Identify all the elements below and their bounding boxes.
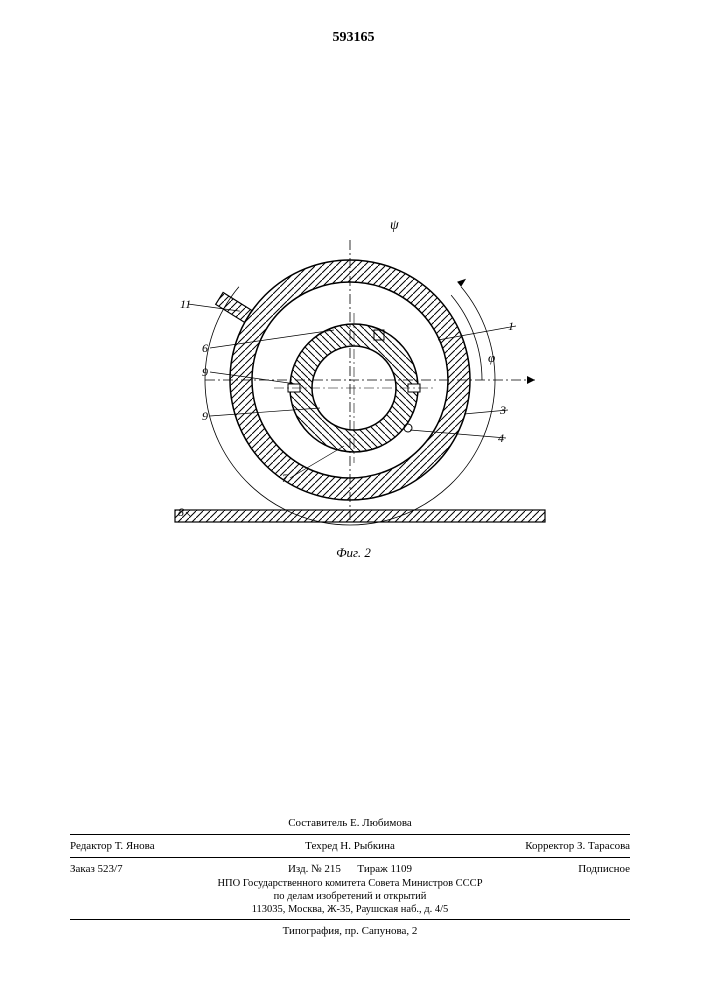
svg-text:1: 1: [508, 319, 514, 333]
org-line-2: по делам изобретений и открытий: [70, 890, 630, 903]
corrector: Корректор З. Тарасова: [443, 840, 630, 852]
print-row: Заказ 523/7 Изд. № 215 Тираж 1109 Подпис…: [70, 861, 630, 877]
svg-text:3: 3: [499, 403, 506, 417]
figure-caption: Фиг. 2: [0, 545, 707, 561]
credits-row: Редактор Т. Янова Техред Н. Рыбкина Корр…: [70, 838, 630, 854]
edition-run: Изд. № 215 Тираж 1109: [257, 863, 444, 875]
subscription: Подписное: [443, 863, 630, 875]
compiler-line: Составитель Е. Любимова: [70, 815, 630, 831]
svg-text:11: 11: [180, 297, 191, 311]
svg-text:6: 6: [202, 341, 208, 355]
svg-text:7: 7: [282, 471, 289, 485]
document-number: 593165: [0, 30, 707, 46]
address-line: 113035, Москва, Ж-35, Раушская наб., д. …: [70, 903, 630, 916]
footer: Составитель Е. Любимова Редактор Т. Янов…: [70, 815, 630, 939]
svg-text:9: 9: [202, 409, 208, 423]
figure-2: ψ φ 11 6 9 9 7 8 1 3 4: [140, 210, 540, 560]
svg-text:φ: φ: [488, 350, 495, 365]
editor: Редактор Т. Янова: [70, 840, 257, 852]
svg-text:8: 8: [178, 505, 184, 519]
svg-text:4: 4: [498, 431, 504, 445]
printer-line: Типография, пр. Сапунова, 2: [70, 923, 630, 939]
figure-svg: ψ φ 11 6 9 9 7 8 1 3 4: [140, 210, 570, 550]
svg-text:ψ: ψ: [390, 218, 399, 233]
tech-editor: Техред Н. Рыбкина: [257, 840, 444, 852]
order-number: Заказ 523/7: [70, 863, 257, 875]
svg-text:9: 9: [202, 365, 208, 379]
org-line-1: НПО Государственного комитета Совета Мин…: [70, 877, 630, 890]
